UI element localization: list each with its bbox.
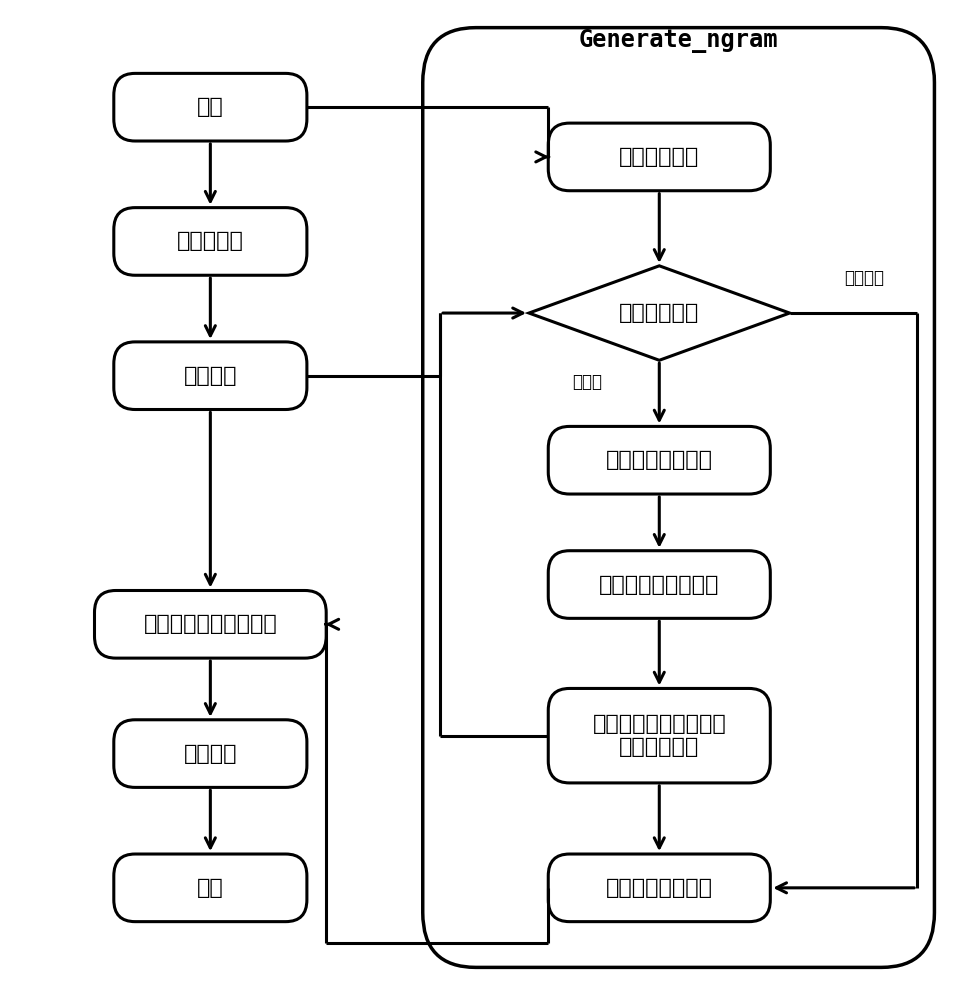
Text: 基于去重后的值生成多
条表函数记录: 基于去重后的值生成多 条表函数记录 <box>592 714 726 757</box>
FancyBboxPatch shape <box>114 720 307 787</box>
Text: Generate_ngram: Generate_ngram <box>579 29 779 53</box>
FancyBboxPatch shape <box>114 208 307 275</box>
Text: 切分索引字段的值: 切分索引字段的值 <box>606 450 713 470</box>
Text: 结束: 结束 <box>197 878 223 898</box>
FancyBboxPatch shape <box>549 123 770 191</box>
FancyBboxPatch shape <box>422 28 934 967</box>
FancyBboxPatch shape <box>549 688 770 783</box>
FancyBboxPatch shape <box>114 342 307 410</box>
FancyBboxPatch shape <box>549 854 770 922</box>
Text: 将表函数记录插入索引: 将表函数记录插入索引 <box>144 614 278 634</box>
Text: 禁用索引: 禁用索引 <box>184 366 237 386</box>
Text: 没有数据: 没有数据 <box>844 269 884 287</box>
Text: 有数据: 有数据 <box>572 373 602 391</box>
FancyBboxPatch shape <box>549 426 770 494</box>
Text: 生成索引表: 生成索引表 <box>177 231 244 251</box>
Text: 输出表函数的记录: 输出表函数的记录 <box>606 878 713 898</box>
Text: 启用索引: 启用索引 <box>184 744 237 764</box>
FancyBboxPatch shape <box>94 590 326 658</box>
FancyBboxPatch shape <box>549 551 770 618</box>
FancyBboxPatch shape <box>114 854 307 922</box>
Text: 开始: 开始 <box>197 97 223 117</box>
FancyBboxPatch shape <box>114 73 307 141</box>
Polygon shape <box>529 266 789 360</box>
Text: 读取一行数据: 读取一行数据 <box>619 303 699 323</box>
Text: 查询原表数据: 查询原表数据 <box>619 147 699 167</box>
Text: 去除切分后的重复值: 去除切分后的重复值 <box>599 575 720 595</box>
